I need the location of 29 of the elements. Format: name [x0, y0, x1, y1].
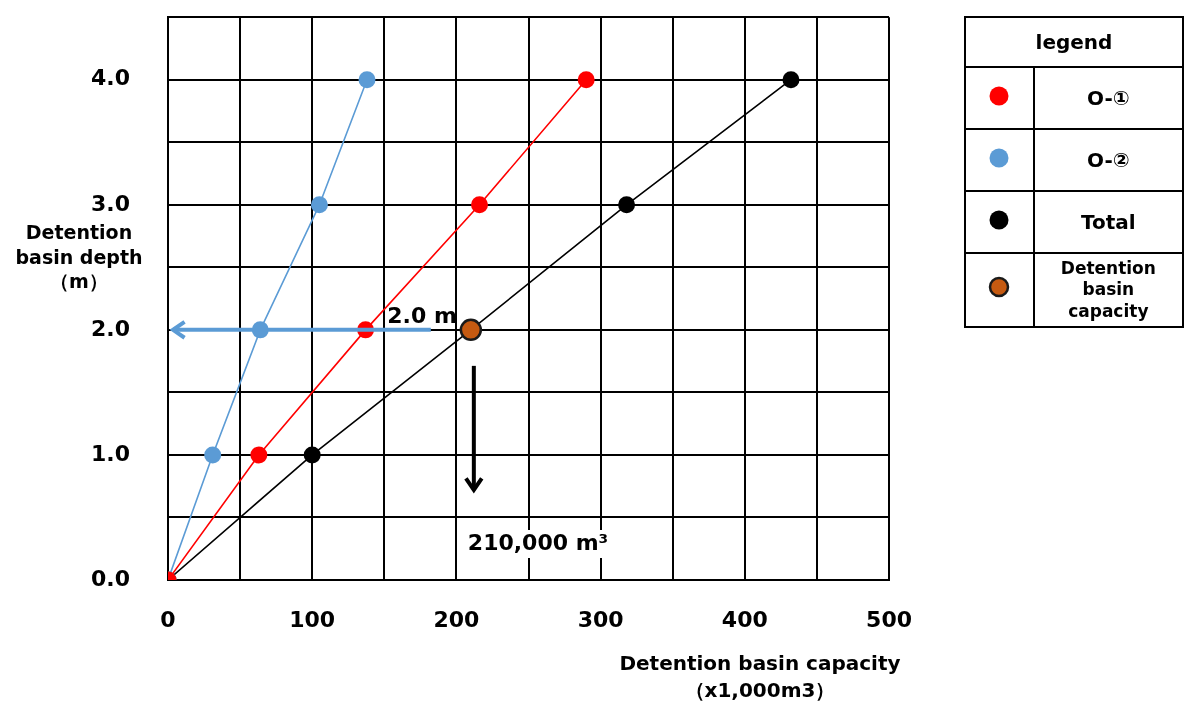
- text: Detention basin capacity: [1033, 253, 1183, 327]
- y-tick-label: 0.0: [91, 565, 130, 591]
- x-tick-label: 200: [433, 606, 480, 632]
- y-tick-label: 3.0: [91, 190, 130, 216]
- text: O-②: [1033, 129, 1183, 191]
- y-tick-label: 2.0: [91, 315, 130, 341]
- x-tick-label: 400: [721, 606, 768, 632]
- point: [577, 71, 595, 89]
- y-axis-title: Detention basin depth （m）: [14, 220, 144, 295]
- point: [250, 446, 268, 464]
- annotation: 210,000 m³: [467, 529, 609, 555]
- x-axis-title: Detention basin capacity （x1,000m3）: [618, 650, 902, 704]
- y-tick-label: 1.0: [91, 440, 130, 466]
- point: [618, 196, 636, 214]
- x-tick-label: 100: [289, 606, 336, 632]
- text: O-①: [1033, 67, 1183, 129]
- legend-title: legend: [965, 17, 1183, 67]
- annotation: 2.0 m: [387, 302, 457, 328]
- x-tick-label: 0: [160, 606, 176, 632]
- point: [782, 71, 800, 89]
- point: [310, 196, 328, 214]
- text: Total: [1033, 191, 1183, 253]
- x-tick-label: 300: [577, 606, 624, 632]
- y-tick-label: 4.0: [91, 65, 130, 91]
- point: [303, 446, 321, 464]
- x-tick-label: 500: [866, 606, 913, 632]
- point: [470, 196, 488, 214]
- point: [358, 71, 376, 89]
- point: [204, 446, 222, 464]
